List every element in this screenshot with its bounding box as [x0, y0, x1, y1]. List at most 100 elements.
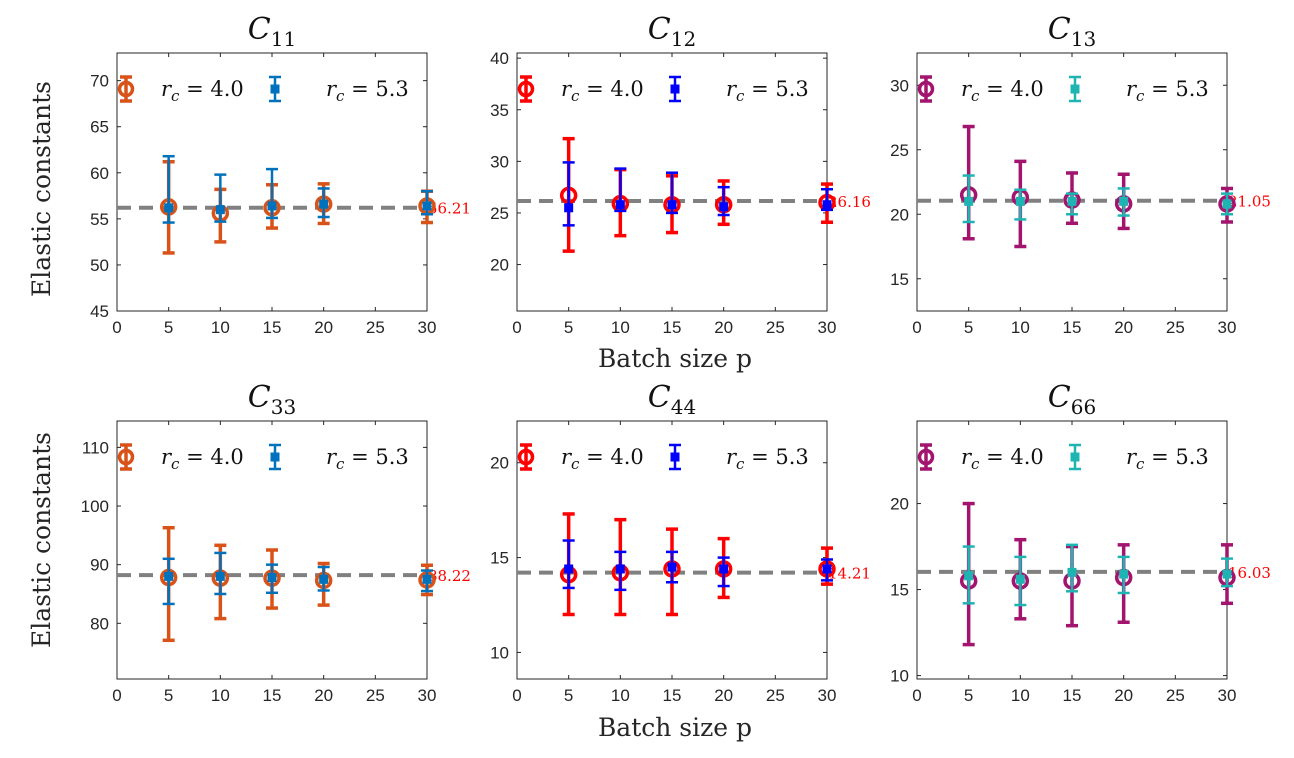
legend-label-sub: c — [1136, 455, 1145, 473]
legend-entry-1: rc = 4.0 — [117, 443, 244, 473]
panel-title-sub: 11 — [271, 27, 296, 51]
x-tick-label: 15 — [263, 686, 282, 705]
x-tick-label: 15 — [1063, 686, 1082, 705]
data-point-square — [964, 196, 974, 206]
y-tick-label: 90 — [90, 556, 109, 575]
legend-label: rc = 5.3 — [726, 77, 809, 105]
data-point-square — [1015, 196, 1025, 206]
legend-label-value: = 5.3 — [744, 77, 808, 101]
y-tick-label: 25 — [490, 204, 509, 223]
legend-entry-1: rc = 4.0 — [917, 443, 1044, 473]
legend-label: rc = 5.3 — [726, 445, 809, 473]
legend-label-main: r — [561, 445, 573, 469]
legend-label-value: = 4.0 — [179, 445, 243, 469]
x-tick-label: 30 — [818, 318, 837, 337]
panel-title: C66 — [1048, 380, 1096, 419]
y-tick-label: 10 — [890, 667, 909, 686]
reference-value-label: 21.05 — [1228, 193, 1271, 211]
data-point-square — [964, 571, 974, 581]
data-point-square — [1222, 199, 1232, 209]
data-point-square — [319, 574, 329, 584]
legend-label-value: = 5.3 — [1144, 445, 1208, 469]
x-tick-label: 30 — [418, 318, 437, 337]
legend-label-main: r — [726, 445, 738, 469]
legend-label-value: = 4.0 — [579, 445, 643, 469]
x-tick-label: 25 — [366, 686, 385, 705]
data-point-square — [822, 200, 832, 210]
data-point-square — [719, 564, 729, 574]
legend-entry-1: rc = 4.0 — [917, 75, 1044, 105]
data-point-square — [1067, 567, 1077, 577]
x-tick-label: 25 — [766, 686, 785, 705]
legend-label-value: = 5.3 — [1144, 77, 1208, 101]
data-point-square — [719, 202, 729, 212]
y-tick-label: 45 — [90, 302, 109, 321]
legend-label-sub: c — [736, 87, 745, 105]
legend-label-main: r — [326, 445, 338, 469]
x-tick-label: 20 — [714, 318, 733, 337]
x-tick-label: 25 — [766, 318, 785, 337]
x-tick-label: 5 — [564, 318, 573, 337]
data-point-square — [215, 205, 225, 215]
y-tick-label: 55 — [90, 210, 109, 229]
y-tick-label: 20 — [490, 256, 509, 275]
legend-marker-square — [670, 452, 680, 462]
data-point-square — [564, 564, 574, 574]
legend-label: rc = 5.3 — [326, 445, 409, 473]
x-tick-label: 30 — [1218, 686, 1237, 705]
legend-entry-2: rc = 5.3 — [269, 75, 409, 105]
panel-title: C44 — [648, 380, 696, 419]
legend-marker-circle — [917, 448, 935, 466]
x-tick-label: 30 — [818, 686, 837, 705]
legend-label: rc = 4.0 — [561, 77, 644, 105]
data-point-square — [267, 201, 277, 211]
panel-title-sub: 44 — [671, 395, 696, 419]
y-tick-label: 20 — [890, 205, 909, 224]
y-tick-label: 40 — [490, 49, 509, 68]
x-tick-label: 30 — [418, 686, 437, 705]
data-point-square — [1119, 569, 1129, 579]
panel-title: C13 — [1048, 12, 1096, 51]
reference-value-label: 88.22 — [428, 567, 471, 585]
x-tick-label: 25 — [1166, 686, 1185, 705]
x-tick-label: 20 — [1114, 318, 1133, 337]
series-2 — [562, 161, 833, 227]
x-tick-label: 25 — [1166, 318, 1185, 337]
y-tick-label: 30 — [890, 76, 909, 95]
y-tick-label: 30 — [490, 152, 509, 171]
x-tick-label: 20 — [714, 686, 733, 705]
legend-label-sub: c — [736, 455, 745, 473]
data-point-square — [422, 574, 432, 584]
legend-label-sub: c — [971, 87, 980, 105]
y-tick-label: 65 — [90, 118, 109, 137]
data-point-square — [1015, 574, 1025, 584]
reference-value-label: 16.03 — [1228, 564, 1271, 582]
series-2 — [562, 539, 833, 592]
panel-title-sub: 66 — [1071, 395, 1096, 419]
x-tick-label: 0 — [912, 318, 921, 337]
y-tick-label: 25 — [890, 141, 909, 160]
data-point-square — [215, 571, 225, 581]
x-tick-label: 20 — [314, 318, 333, 337]
legend-marker-square — [270, 452, 280, 462]
y-tick-label: 20 — [890, 495, 909, 514]
legend-label: rc = 5.3 — [1126, 77, 1209, 105]
legend-label-main: r — [161, 445, 173, 469]
legend-label: rc = 4.0 — [161, 445, 244, 473]
legend-label-value: = 4.0 — [979, 445, 1043, 469]
legend-label-value: = 4.0 — [579, 77, 643, 101]
legend-label-main: r — [961, 77, 973, 101]
x-tick-label: 10 — [211, 318, 230, 337]
x-tick-label: 15 — [1063, 318, 1082, 337]
x-tick-label: 5 — [164, 318, 173, 337]
data-point-square — [822, 564, 832, 574]
legend-label-sub: c — [1136, 87, 1145, 105]
legend-marker-square — [670, 84, 680, 94]
legend-marker-square — [270, 84, 280, 94]
data-point-square — [615, 564, 625, 574]
series-2 — [962, 174, 1233, 224]
y-tick-label: 80 — [90, 614, 109, 633]
x-tick-label: 5 — [964, 686, 973, 705]
